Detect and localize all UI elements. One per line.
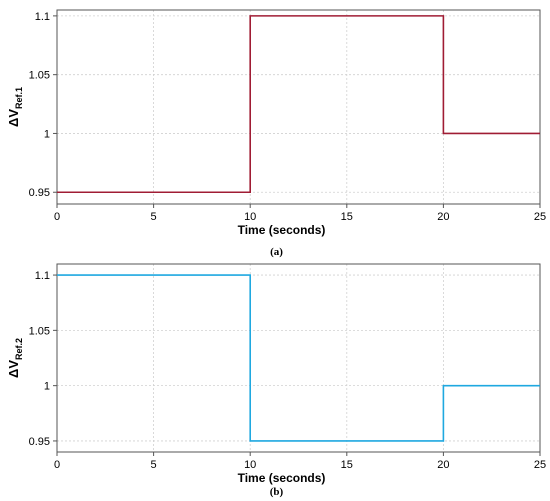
plot-frame <box>56 9 541 205</box>
x-tick-label: 0 <box>54 459 60 471</box>
y-tick-label: 1.1 <box>35 11 50 23</box>
y-axis-label-main: ΔV <box>6 109 21 127</box>
y-tick-label: 1.05 <box>29 325 50 337</box>
x-tick-label: 15 <box>341 211 353 223</box>
y-tick-label: 1.05 <box>29 70 50 82</box>
x-tick-label: 0 <box>54 211 60 223</box>
x-tick-label: 20 <box>437 459 449 471</box>
y-axis-label-sub: Ref.2 <box>14 338 24 360</box>
x-tick-label: 15 <box>341 459 353 471</box>
y-axis-label: ΔVRef.2 <box>6 338 24 378</box>
x-tick-label: 10 <box>244 211 256 223</box>
x-tick-label: 20 <box>437 211 449 223</box>
series-line-0 <box>57 15 540 194</box>
y-tick-label: 0.95 <box>29 436 50 448</box>
x-tick-label: 25 <box>534 459 546 471</box>
y-axis-label-main: ΔV <box>6 360 21 378</box>
plot-frame <box>56 263 541 453</box>
chart-panel-1: 0 5 10 15 20 25 0.95 1 1.05 1.1 Time (seconds) ΔVRe… <box>6 263 546 498</box>
y-tick-label: 1 <box>44 381 50 393</box>
x-tick-label: 10 <box>244 459 256 471</box>
chart-panel-0: 0 5 10 15 20 25 0.95 1 1.05 1.1 Time (seconds) ΔVRe… <box>6 9 546 258</box>
y-axis-label-sub: Ref.1 <box>14 87 24 109</box>
x-axis-label: Time (seconds) <box>238 223 326 237</box>
panel-caption: (b) <box>270 486 284 498</box>
x-axis-label: Time (seconds) <box>238 471 326 485</box>
x-tick-label: 5 <box>151 459 157 471</box>
y-tick-label: 0.95 <box>29 187 50 199</box>
y-axis-label: ΔVRef.1 <box>6 87 24 127</box>
series-line-0 <box>57 274 540 442</box>
x-tick-label: 25 <box>534 211 546 223</box>
y-tick-label: 1.1 <box>35 270 50 282</box>
x-tick-label: 5 <box>151 211 157 223</box>
y-tick-label: 1 <box>44 128 50 140</box>
panel-caption: (a) <box>270 246 283 258</box>
